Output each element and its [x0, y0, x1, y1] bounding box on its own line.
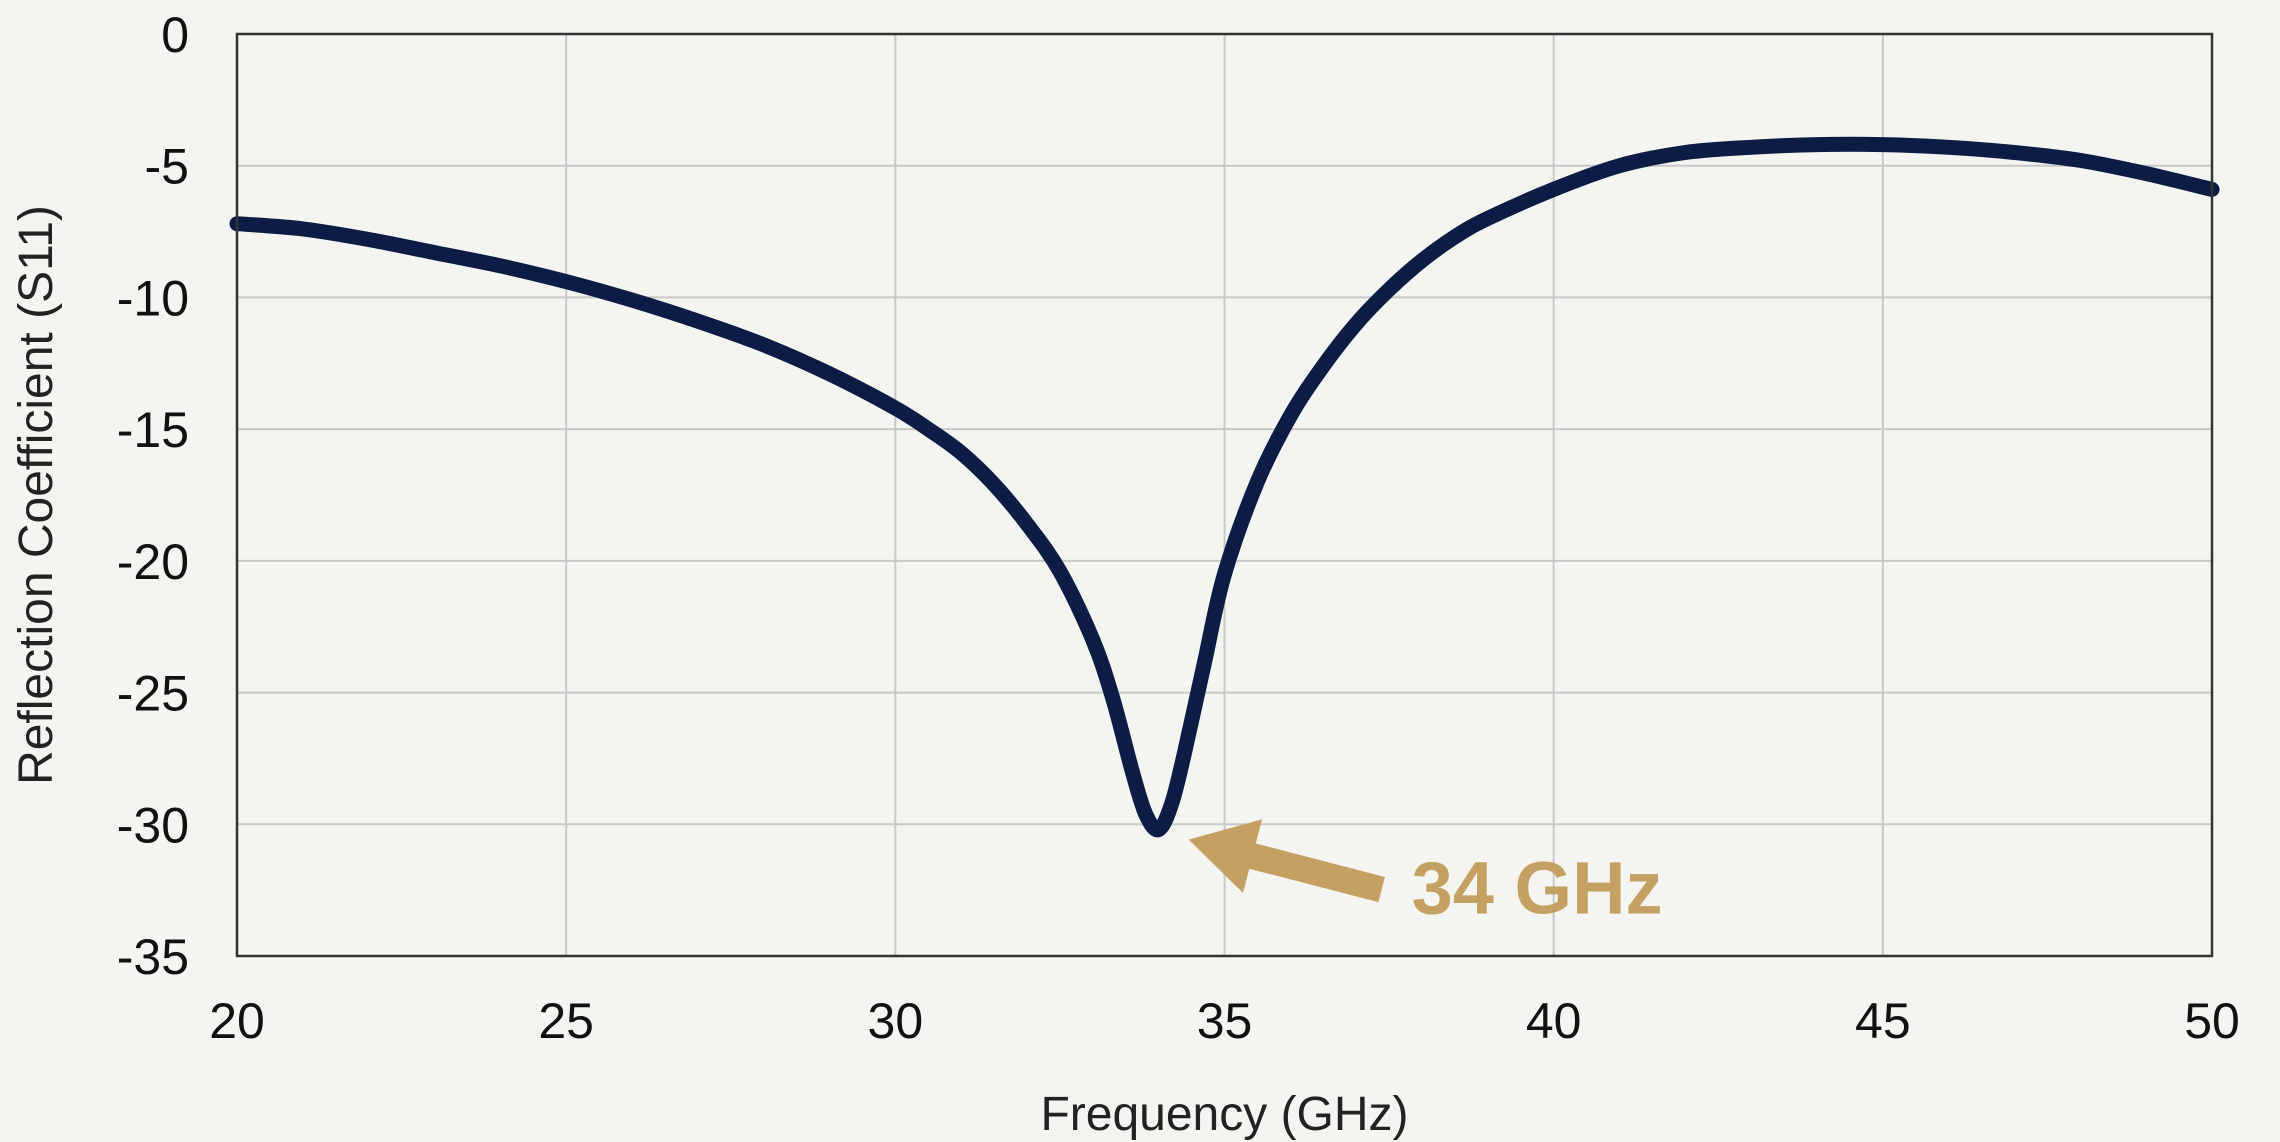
- x-tick-label: 30: [868, 993, 924, 1049]
- grid: [236, 33, 2213, 957]
- x-tick-label: 25: [538, 993, 594, 1049]
- annotation-arrow: [1188, 819, 1385, 903]
- x-tick-label: 40: [1526, 993, 1582, 1049]
- y-axis-title: Reflection Coefficient (S11): [10, 205, 63, 785]
- x-tick-label: 50: [2184, 993, 2240, 1049]
- y-tick-label: -10: [117, 270, 189, 326]
- y-tick-label: -5: [145, 139, 189, 195]
- annotations: 34 GHz: [1188, 819, 1663, 930]
- x-tick-label: 45: [1855, 993, 1911, 1049]
- x-tick-label: 35: [1197, 993, 1253, 1049]
- y-tick-label: -20: [117, 534, 189, 590]
- x-axis-ticks: 20 25 30 35 40 45 50: [209, 993, 2240, 1049]
- plot-area: [229, 136, 2220, 838]
- y-tick-label: -15: [117, 402, 189, 458]
- y-axis-ticks: 0 -5 -10 -15 -20 -25 -30 -35: [117, 7, 189, 985]
- y-tick-label: -25: [117, 666, 189, 722]
- y-tick-label: 0: [161, 7, 189, 63]
- x-axis-title: Frequency (GHz): [1040, 1088, 1408, 1141]
- x-tick-label: 20: [209, 993, 265, 1049]
- y-tick-label: -30: [117, 797, 189, 853]
- s11-series-line: [229, 136, 2220, 838]
- y-tick-label: -35: [117, 929, 189, 985]
- annotation-label: 34 GHz: [1412, 847, 1663, 930]
- plot-frame: [235, 32, 2214, 958]
